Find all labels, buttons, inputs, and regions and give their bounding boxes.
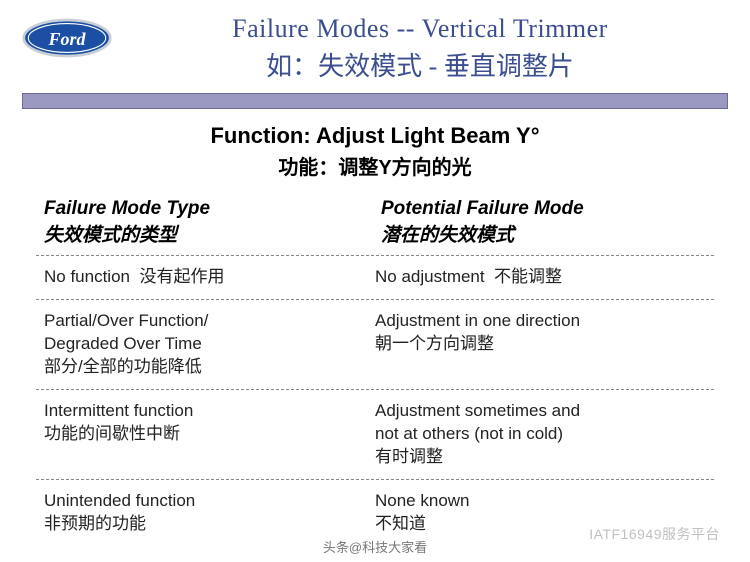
column-header-right: Potential Failure Mode 潜在的失效模式 <box>375 198 706 247</box>
column-headers: Failure Mode Type 失效模式的类型 Potential Fail… <box>36 198 714 255</box>
title-chinese: 如：失效模式 - 垂直调整片 <box>112 46 728 83</box>
watermark-text: IATF16949服务平台 <box>589 524 720 544</box>
table-row: Intermittent function功能的间歇性中断Adjustment … <box>36 389 714 479</box>
cell-potential-mode: Adjustment in one direction朝一个方向调整 <box>375 310 706 379</box>
table-row: No function 没有起作用No adjustment 不能调整 <box>36 255 714 299</box>
divider-bar <box>22 93 728 109</box>
title-block: Failure Modes -- Vertical Trimmer 如：失效模式… <box>112 14 728 83</box>
function-heading: Function: Adjust Light Beam Y° 功能：调整Y方向的… <box>22 123 728 180</box>
cell-potential-mode: Adjustment sometimes andnot at others (n… <box>375 400 706 469</box>
slide-container: Ford Failure Modes -- Vertical Trimmer 如… <box>0 0 750 562</box>
author-mark: 头条@科技大家看 <box>323 537 427 556</box>
col-right-zh: 潜在的失效模式 <box>381 220 706 247</box>
title-english: Failure Modes -- Vertical Trimmer <box>112 14 728 44</box>
cell-failure-type: Intermittent function功能的间歇性中断 <box>44 400 375 469</box>
col-left-zh: 失效模式的类型 <box>44 220 375 247</box>
table-row: Partial/Over Function/Degraded Over Time… <box>36 299 714 389</box>
failure-mode-table: Failure Mode Type 失效模式的类型 Potential Fail… <box>36 198 714 545</box>
col-left-en: Failure Mode Type <box>44 198 375 220</box>
slide-header: Ford Failure Modes -- Vertical Trimmer 如… <box>22 14 728 83</box>
cell-failure-type: Partial/Over Function/Degraded Over Time… <box>44 310 375 379</box>
col-right-en: Potential Failure Mode <box>381 198 706 220</box>
column-header-left: Failure Mode Type 失效模式的类型 <box>44 198 375 247</box>
function-english: Function: Adjust Light Beam Y° <box>22 123 728 149</box>
ford-logo: Ford <box>22 18 112 58</box>
logo-text: Ford <box>47 29 86 49</box>
cell-potential-mode: No adjustment 不能调整 <box>375 266 706 289</box>
cell-failure-type: Unintended function非预期的功能 <box>44 490 375 536</box>
function-chinese: 功能：调整Y方向的光 <box>22 151 728 180</box>
table-body: No function 没有起作用No adjustment 不能调整Parti… <box>36 255 714 545</box>
cell-failure-type: No function 没有起作用 <box>44 266 375 289</box>
